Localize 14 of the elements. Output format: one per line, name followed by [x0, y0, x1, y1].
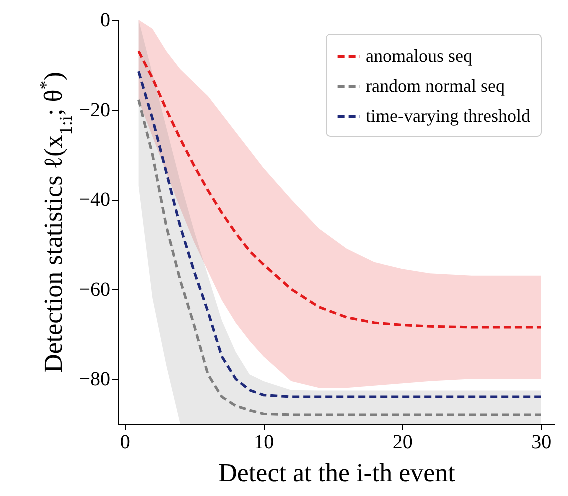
x-tick-label: 30 [532, 432, 552, 454]
y-tick-label: −60 [79, 278, 110, 301]
line-series [138, 50, 542, 329]
y-tick-label: −80 [79, 368, 110, 391]
x-tick-label: 20 [392, 432, 413, 454]
legend-label: time-varying threshold [366, 106, 530, 126]
x-tick-label: 10 [254, 432, 274, 454]
y-tick-label: −40 [79, 189, 110, 212]
y-tick-label: 0 [100, 10, 110, 32]
y-tick-label: −20 [79, 99, 110, 122]
legend-label: anomalous seq [366, 46, 472, 66]
x-axis-title: Detect at the i-th event [218, 458, 456, 488]
x-tick-label: 0 [120, 432, 130, 454]
legend-label: random normal seq [366, 76, 505, 96]
